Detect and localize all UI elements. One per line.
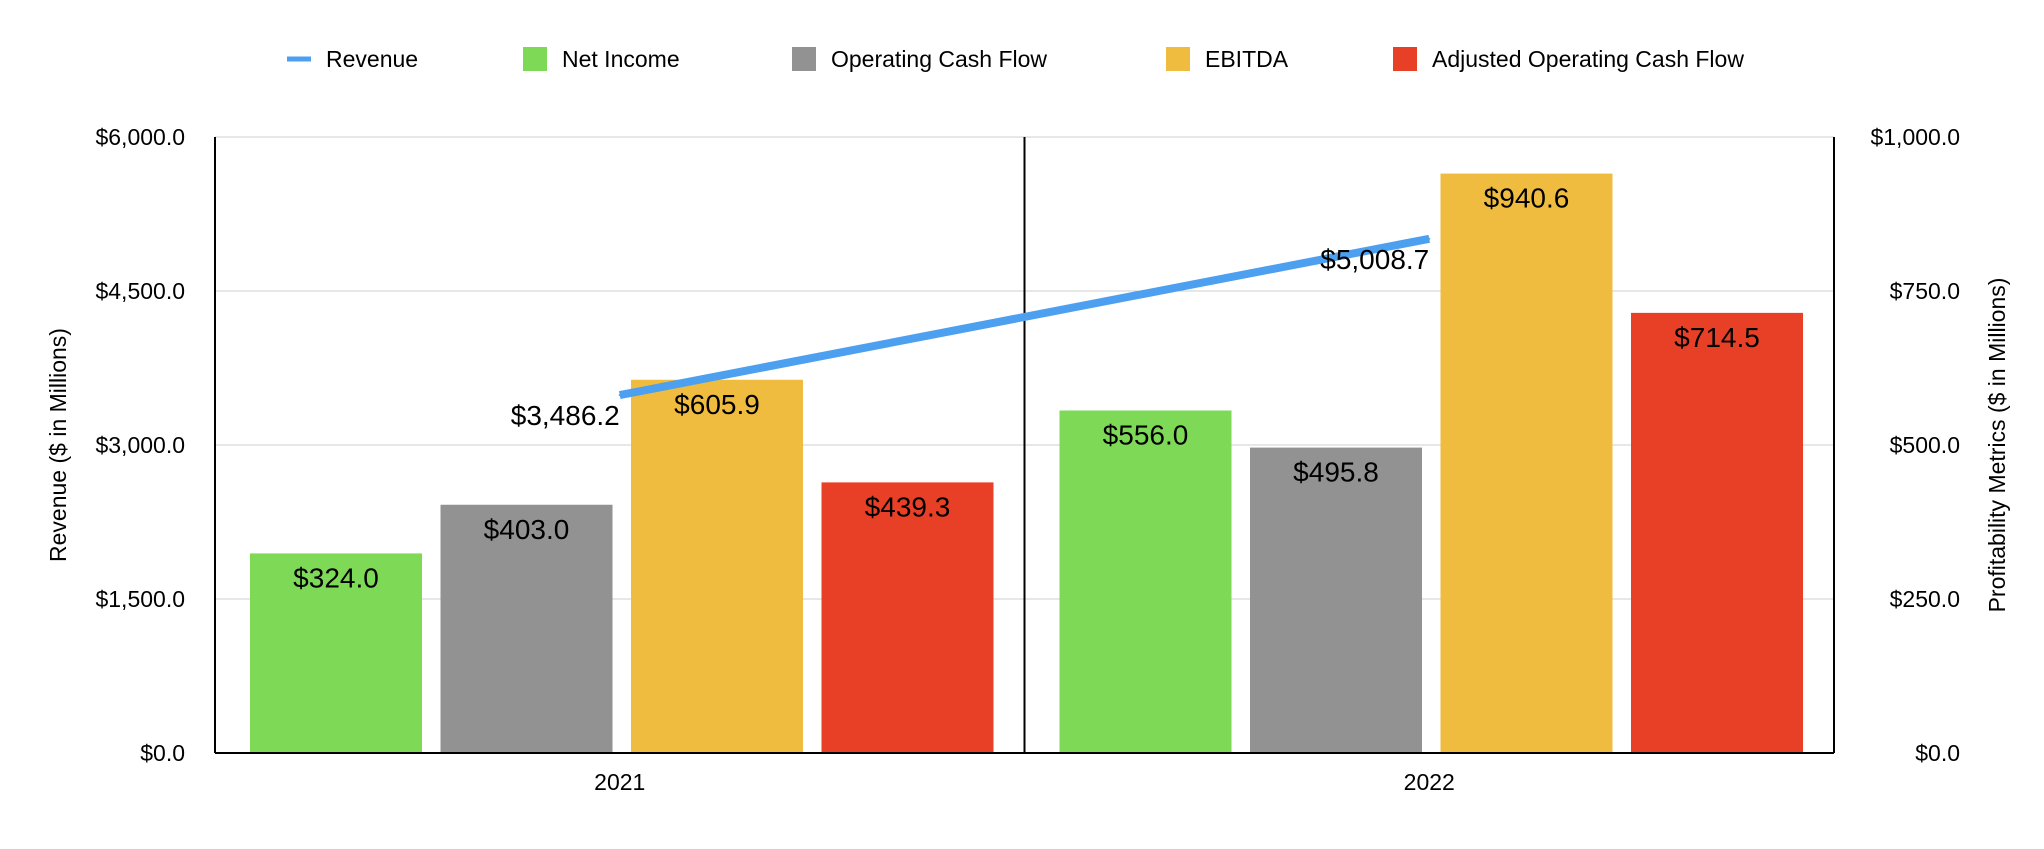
y-tick-label-right: $750.0 bbox=[1890, 278, 1960, 304]
bar bbox=[1440, 173, 1613, 753]
legend-label: EBITDA bbox=[1205, 46, 1289, 72]
revenue-line bbox=[618, 234, 1431, 400]
y-tick-label-right: $500.0 bbox=[1890, 432, 1960, 458]
bar-data-label: $714.5 bbox=[1674, 322, 1760, 353]
bar-data-label: $324.0 bbox=[293, 562, 379, 593]
bar bbox=[1631, 312, 1803, 753]
x-tick-label: 2021 bbox=[594, 769, 645, 795]
legend-label: Adjusted Operating Cash Flow bbox=[1432, 46, 1744, 72]
legend-label: Net Income bbox=[562, 46, 680, 72]
bar bbox=[250, 553, 422, 753]
bar bbox=[821, 482, 994, 753]
bar-data-label: $940.6 bbox=[1484, 183, 1570, 214]
bar bbox=[1250, 447, 1422, 753]
revenue-data-label: $5,008.7 bbox=[1320, 244, 1429, 275]
legend-swatch bbox=[1393, 47, 1417, 71]
y-tick-label-left: $3,000.0 bbox=[95, 432, 185, 458]
bar-data-label: $495.8 bbox=[1293, 457, 1379, 488]
bar bbox=[631, 379, 803, 753]
y-tick-label-left: $0.0 bbox=[140, 740, 185, 766]
y-tick-label-right: $0.0 bbox=[1915, 740, 1960, 766]
y-axis-title-left: Revenue ($ in Millions) bbox=[45, 328, 71, 562]
bar bbox=[440, 504, 613, 753]
y-tick-label-left: $6,000.0 bbox=[95, 124, 185, 150]
bar-data-label: $403.0 bbox=[484, 514, 570, 545]
legend-swatch bbox=[523, 47, 547, 71]
legend-label: Operating Cash Flow bbox=[831, 46, 1047, 72]
legend-swatch bbox=[792, 47, 816, 71]
legend-label: Revenue bbox=[326, 46, 418, 72]
y-tick-label-left: $4,500.0 bbox=[95, 278, 185, 304]
y-tick-label-right: $1,000.0 bbox=[1870, 124, 1960, 150]
y-axis-title-right: Profitability Metrics ($ in Millions) bbox=[1984, 278, 2010, 613]
revenue-data-label: $3,486.2 bbox=[511, 400, 620, 431]
bar-data-label: $556.0 bbox=[1103, 420, 1189, 451]
revenue-point bbox=[1428, 237, 1431, 240]
bar-data-label: $605.9 bbox=[674, 389, 760, 420]
legend-swatch bbox=[1166, 47, 1190, 71]
bar bbox=[1059, 410, 1232, 753]
x-tick-label: 2022 bbox=[1404, 769, 1455, 795]
revenue-point bbox=[618, 394, 621, 397]
bar-data-label: $439.3 bbox=[865, 491, 951, 522]
y-tick-label-left: $1,500.0 bbox=[95, 586, 185, 612]
y-tick-label-right: $250.0 bbox=[1890, 586, 1960, 612]
